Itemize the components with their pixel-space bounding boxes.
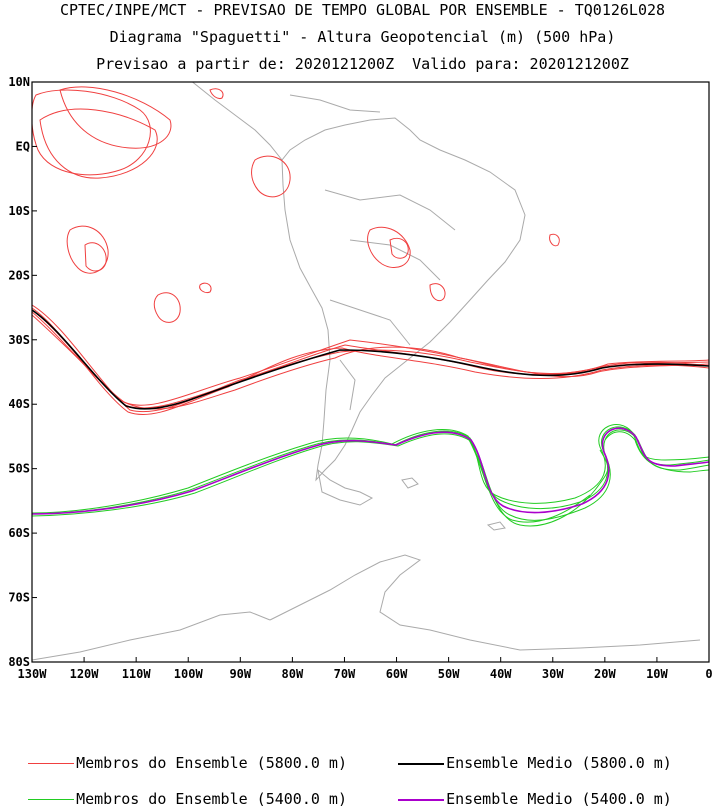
antarctic-coast-west (32, 611, 271, 661)
lon-tick-label: 80W (282, 667, 304, 681)
member-5800-blob (429, 283, 446, 302)
legend-mean-5400: Ensemble Medio (5400.0 m) (380, 772, 672, 808)
member-5800-blob (251, 155, 291, 198)
legend-swatch-purple (398, 798, 445, 801)
lon-tick-label: 90W (229, 667, 251, 681)
member-5800-blob (39, 108, 158, 179)
member-5800-blob (32, 89, 151, 176)
member-5800-blob (199, 282, 212, 293)
plot-frame (31, 81, 710, 663)
internal-border-4 (339, 359, 356, 411)
lat-tick-label: 70S (8, 591, 30, 605)
mean-5800-line (32, 309, 709, 410)
lon-tick-label: 30W (542, 667, 564, 681)
legend-members-5800: Membros do Ensemble (5800.0 m) (10, 736, 347, 772)
member-5800-blob (84, 242, 107, 272)
legend-label: Ensemble Medio (5400.0 m) (446, 790, 672, 808)
legend-members-5400: Membros do Ensemble (5400.0 m) (10, 772, 347, 808)
legend-swatch-black (398, 762, 445, 765)
legend-swatch-red (28, 763, 75, 764)
member-5800-line (32, 311, 709, 406)
lon-tick-label: 130W (18, 667, 48, 681)
lat-tick-label: 10N (8, 75, 30, 89)
caribbean-coast (289, 94, 381, 113)
central-america (191, 82, 283, 161)
lon-tick-label: 60W (386, 667, 408, 681)
lon-tick-label: 0 (705, 667, 712, 681)
mean-5400-line (32, 427, 709, 515)
legend-label: Membros do Ensemble (5400.0 m) (76, 790, 347, 808)
member-5800-blob (59, 86, 172, 149)
lat-tick-label: 60S (8, 526, 30, 540)
lon-tick-label: 50W (438, 667, 460, 681)
title-line-3: Previsao a partir de: 2020121200Z Valido… (96, 55, 629, 73)
members-5800-layer (32, 86, 709, 416)
lon-tick-label: 20W (594, 667, 616, 681)
south-georgia (486, 521, 506, 531)
legend-label: Membros do Ensemble (5800.0 m) (76, 754, 347, 772)
lon-tick-label: 100W (174, 667, 204, 681)
internal-border-1 (324, 189, 456, 231)
map-plot-area (32, 82, 709, 661)
lat-tick-label: EQ (16, 139, 30, 153)
lon-tick-label: 40W (490, 667, 512, 681)
south-america-coast (281, 117, 526, 482)
legend-label: Ensemble Medio (5800.0 m) (446, 754, 672, 772)
member-5800-line (32, 314, 709, 410)
lat-tick-label: 30S (8, 333, 30, 347)
member-5800-blob (66, 225, 109, 274)
member-5800-line (32, 304, 709, 413)
title-line-2: Diagrama "Spaguetti" - Altura Geopotenci… (109, 28, 616, 46)
lon-tick-label: 70W (334, 667, 356, 681)
lat-tick-label: 50S (8, 462, 30, 476)
internal-border-3 (329, 299, 411, 346)
internal-border-2 (349, 239, 441, 281)
member-5800-line (32, 309, 709, 409)
member-5400-line (604, 431, 709, 473)
legend-mean-5800: Ensemble Medio (5800.0 m) (380, 736, 672, 772)
member-5800-blob (367, 226, 411, 268)
member-5800-blob (549, 233, 560, 247)
member-5800-blob (209, 88, 224, 99)
member-5400-line (32, 424, 709, 514)
falklands (401, 477, 419, 489)
members-5400-layer (32, 424, 709, 527)
member-5800-blob (153, 292, 181, 323)
lat-tick-label: 80S (8, 655, 30, 669)
lon-tick-label: 110W (122, 667, 152, 681)
lon-tick-label: 120W (70, 667, 100, 681)
lat-tick-label: 20S (8, 268, 30, 282)
member-5800-line (32, 307, 709, 416)
antarctic-peninsula (269, 554, 701, 651)
member-5800-blob (389, 237, 409, 259)
tierra-del-fuego (317, 468, 374, 506)
legend-swatch-green (28, 799, 75, 800)
lat-tick-label: 10S (8, 204, 30, 218)
lon-tick-label: 10W (646, 667, 668, 681)
coastline-layer (32, 82, 701, 661)
title-line-1: CPTEC/INPE/MCT - PREVISAO DE TEMPO GLOBA… (59, 1, 666, 19)
member-5400-line (467, 437, 591, 523)
lat-tick-label: 40S (8, 397, 30, 411)
